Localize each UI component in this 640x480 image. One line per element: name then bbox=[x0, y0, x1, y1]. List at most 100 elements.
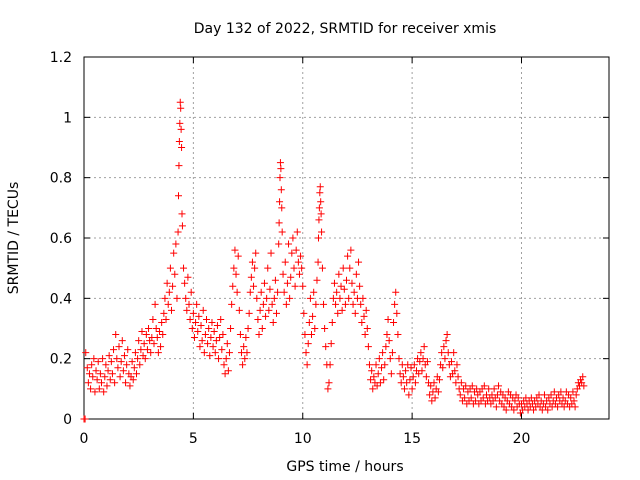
data-point bbox=[281, 258, 289, 266]
data-point bbox=[133, 370, 140, 378]
data-point bbox=[352, 270, 360, 278]
data-point bbox=[315, 234, 322, 242]
data-point bbox=[276, 159, 284, 167]
data-point bbox=[168, 306, 175, 314]
data-point bbox=[291, 282, 299, 290]
data-point bbox=[293, 228, 301, 236]
data-point bbox=[381, 361, 389, 369]
data-point bbox=[178, 210, 186, 218]
data-point bbox=[241, 355, 249, 363]
data-point bbox=[234, 252, 242, 260]
data-point bbox=[363, 325, 371, 332]
data-point bbox=[287, 273, 295, 281]
data-point bbox=[169, 282, 177, 290]
data-point bbox=[454, 373, 462, 381]
data-point bbox=[547, 391, 555, 399]
data-point bbox=[259, 300, 267, 308]
data-point bbox=[408, 385, 416, 393]
data-point bbox=[270, 294, 278, 302]
data-point bbox=[176, 119, 184, 127]
data-point bbox=[150, 340, 158, 348]
data-point bbox=[367, 376, 375, 384]
data-point bbox=[130, 364, 138, 372]
data-point bbox=[378, 364, 385, 372]
data-point bbox=[304, 340, 312, 348]
axis-ticks: 0 0.2 0.4 0.6 0.8 1 1.2 0 5 10 15 20 bbox=[50, 50, 609, 447]
data-point bbox=[124, 346, 132, 354]
data-point bbox=[175, 137, 183, 145]
data-point bbox=[310, 288, 318, 296]
data-point bbox=[294, 258, 302, 266]
data-point bbox=[154, 349, 162, 357]
data-point bbox=[88, 361, 96, 369]
data-point bbox=[346, 264, 354, 272]
data-point bbox=[262, 312, 270, 320]
data-point bbox=[98, 379, 105, 387]
data-point bbox=[514, 394, 522, 402]
data-point bbox=[99, 355, 107, 363]
data-point bbox=[299, 282, 307, 290]
data-point bbox=[350, 288, 358, 296]
data-point bbox=[316, 183, 324, 191]
data-point bbox=[402, 367, 410, 375]
data-point bbox=[157, 343, 165, 351]
data-point bbox=[341, 300, 349, 308]
data-point bbox=[83, 364, 91, 372]
data-point bbox=[213, 321, 221, 329]
data-point bbox=[176, 98, 184, 106]
data-point bbox=[223, 340, 231, 348]
data-point bbox=[222, 355, 230, 363]
data-point bbox=[399, 373, 407, 381]
data-point bbox=[122, 379, 130, 387]
data-point bbox=[419, 355, 427, 363]
data-point bbox=[159, 331, 167, 339]
data-point bbox=[143, 346, 151, 354]
data-point bbox=[343, 276, 350, 284]
data-point bbox=[225, 349, 233, 357]
data-point bbox=[95, 385, 103, 393]
data-point bbox=[197, 321, 205, 329]
data-point bbox=[260, 279, 268, 287]
y-tick-label: 1 bbox=[63, 110, 72, 126]
data-point bbox=[324, 385, 332, 393]
data-point bbox=[102, 361, 110, 369]
data-point bbox=[427, 382, 435, 390]
data-point bbox=[193, 300, 201, 308]
data-point bbox=[405, 391, 413, 399]
data-point bbox=[229, 282, 237, 290]
data-point bbox=[311, 325, 319, 332]
data-point bbox=[316, 189, 324, 197]
data-point bbox=[322, 343, 330, 351]
data-point bbox=[224, 367, 232, 375]
data-point bbox=[85, 370, 93, 378]
data-point bbox=[107, 358, 115, 366]
data-point bbox=[203, 315, 210, 323]
data-point bbox=[278, 228, 286, 236]
data-point bbox=[338, 306, 346, 314]
data-point bbox=[288, 249, 296, 257]
data-point bbox=[385, 337, 393, 345]
data-point bbox=[569, 388, 577, 396]
data-point bbox=[502, 406, 510, 414]
data-point bbox=[395, 355, 403, 363]
data-point bbox=[252, 249, 260, 257]
data-point bbox=[567, 394, 575, 402]
data-point bbox=[276, 198, 284, 206]
data-point bbox=[289, 234, 297, 242]
data-point bbox=[430, 379, 438, 387]
data-point bbox=[248, 258, 256, 266]
data-point bbox=[451, 367, 459, 375]
data-point bbox=[374, 370, 382, 378]
data-point bbox=[160, 309, 168, 317]
data-point bbox=[277, 165, 285, 173]
data-point bbox=[119, 367, 127, 375]
data-point bbox=[360, 312, 368, 320]
data-point bbox=[364, 343, 372, 351]
data-point bbox=[448, 358, 455, 366]
x-tick-label: 5 bbox=[189, 431, 198, 447]
data-point bbox=[268, 300, 276, 308]
chart-title: Day 132 of 2022, SRMTID for receiver xmi… bbox=[194, 21, 497, 37]
data-point bbox=[212, 337, 220, 345]
data-point bbox=[194, 328, 202, 336]
data-point bbox=[283, 279, 291, 287]
